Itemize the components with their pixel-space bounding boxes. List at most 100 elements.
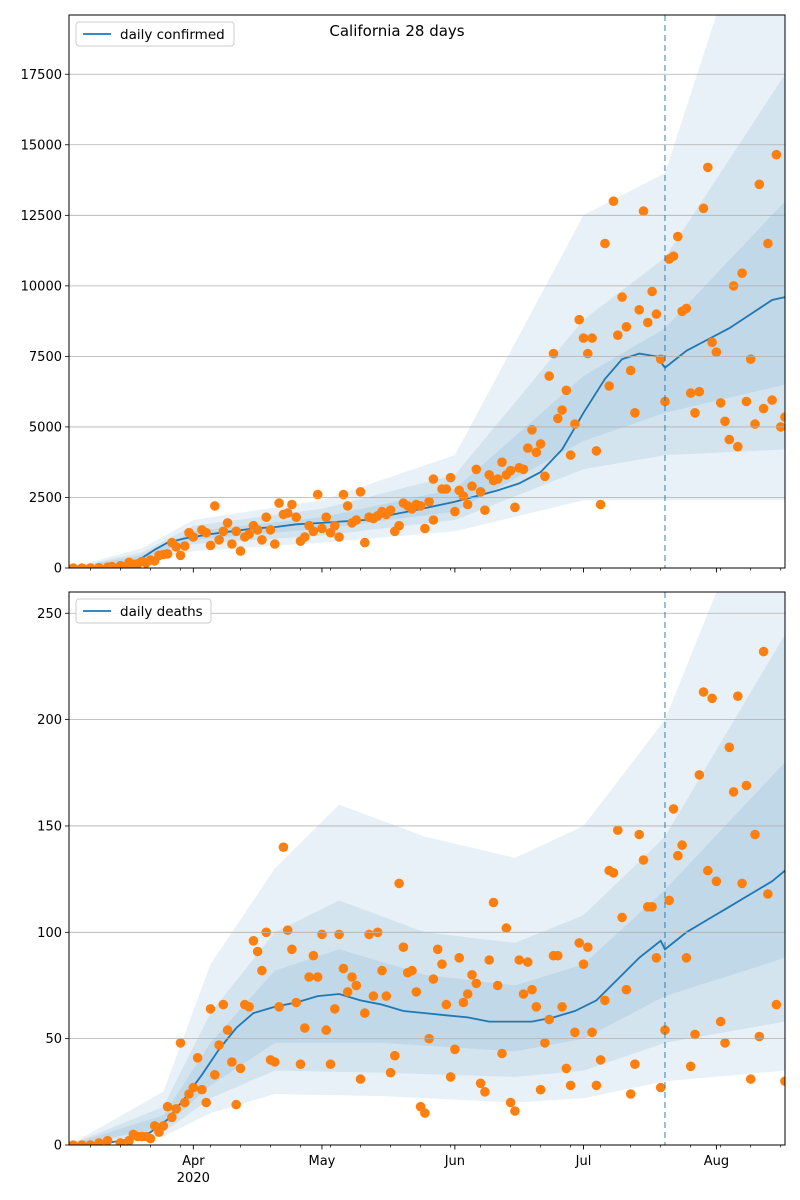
observed-point: [703, 865, 713, 876]
observed-point: [681, 953, 692, 963]
observed-point: [188, 532, 199, 542]
observed-point: [595, 499, 606, 510]
observed-point: [758, 646, 769, 657]
observed-point: [720, 1038, 730, 1048]
observed-point: [342, 987, 353, 997]
observed-point: [235, 546, 246, 556]
observed-point: [523, 443, 533, 453]
observed-point: [681, 303, 692, 314]
observed-point: [578, 333, 589, 343]
observed-point: [214, 1040, 224, 1050]
observed-point: [351, 515, 362, 525]
observed-point: [685, 388, 696, 398]
y-tick-label: 10000: [21, 279, 62, 294]
observed-point: [647, 902, 657, 912]
x-tick-label: May: [309, 1154, 336, 1169]
observed-point: [647, 286, 657, 297]
observed-point: [265, 525, 276, 535]
observed-point: [698, 203, 709, 214]
observed-point: [210, 1070, 220, 1080]
legend-label: daily confirmed: [120, 27, 225, 43]
observed-point: [557, 405, 567, 415]
observed-point: [651, 309, 662, 319]
observed-point: [715, 1016, 726, 1027]
axes-frame: [68, 591, 786, 1146]
observed-point: [158, 1121, 169, 1131]
observed-point: [462, 499, 473, 510]
observed-point: [621, 984, 632, 995]
observed-point: [673, 231, 683, 242]
x-tick-year-label: 2020: [177, 1171, 210, 1186]
observed-point: [85, 563, 96, 568]
observed-point: [381, 991, 392, 1001]
observed-point: [420, 1108, 430, 1118]
observed-point: [535, 1084, 546, 1095]
observed-point: [300, 532, 310, 542]
observed-point: [758, 403, 769, 414]
observed-point: [317, 929, 327, 940]
x-tick-label: Jul: [575, 1154, 592, 1169]
observed-point: [308, 526, 319, 537]
observed-point: [591, 1080, 602, 1091]
uncertainty-band-50pct: [69, 201, 785, 568]
observed-point: [321, 512, 332, 522]
observed-point: [557, 1002, 567, 1012]
observed-point: [347, 972, 357, 982]
observed-point: [608, 196, 619, 206]
observed-point: [77, 563, 87, 568]
observed-point: [222, 518, 233, 528]
observed-point: [334, 532, 344, 542]
observed-point: [145, 1133, 156, 1144]
observed-point: [600, 995, 610, 1006]
observed-point: [643, 317, 653, 328]
observed-point: [321, 1025, 332, 1035]
y-tick-label: 12500: [21, 209, 62, 224]
observed-point: [415, 501, 426, 511]
observed-point: [668, 804, 679, 814]
legend-box: [75, 598, 212, 624]
observed-point: [630, 408, 640, 418]
observed-point: [501, 923, 512, 933]
observed-point: [411, 987, 422, 997]
observed-point: [342, 501, 353, 511]
observed-point: [750, 419, 760, 429]
observed-point: [175, 1038, 186, 1048]
observed-point: [162, 549, 173, 559]
observed-point: [484, 955, 495, 965]
observed-point: [445, 472, 456, 483]
observed-point: [287, 944, 297, 955]
observed-point: [201, 1097, 211, 1108]
observed-point: [544, 371, 554, 381]
observed-point: [690, 1029, 700, 1040]
observed-point: [252, 525, 263, 535]
legend-box: [75, 21, 235, 47]
observed-point: [587, 1027, 597, 1038]
observed-point: [192, 1053, 203, 1063]
observed-point: [180, 541, 190, 551]
observed-point: [282, 508, 293, 518]
observed-point: [102, 1135, 113, 1145]
y-tick-label: 7500: [29, 350, 62, 365]
observed-point: [574, 938, 584, 948]
observed-point: [480, 1087, 490, 1097]
confirmed-panel: 0 2500 5000 7500 10000 12500 15000 17500 daily c…: [21, 14, 786, 577]
observed-point: [613, 825, 623, 835]
observed-point: [510, 502, 520, 513]
y-tick-label: 2500: [29, 491, 62, 506]
observed-point: [694, 386, 705, 397]
observed-point: [514, 955, 524, 965]
observed-point: [188, 1082, 199, 1093]
observed-point: [523, 957, 533, 967]
observed-point: [385, 505, 396, 515]
observed-point: [591, 446, 602, 456]
observed-point: [244, 529, 254, 539]
observed-point: [771, 149, 782, 160]
observed-point: [291, 997, 302, 1008]
observed-point: [218, 526, 229, 537]
observed-point: [214, 535, 224, 545]
observed-point: [621, 322, 632, 332]
observed-point: [424, 496, 434, 507]
observed-point: [527, 984, 537, 995]
y-tick-label: 200: [37, 713, 62, 728]
observed-point: [467, 970, 477, 980]
